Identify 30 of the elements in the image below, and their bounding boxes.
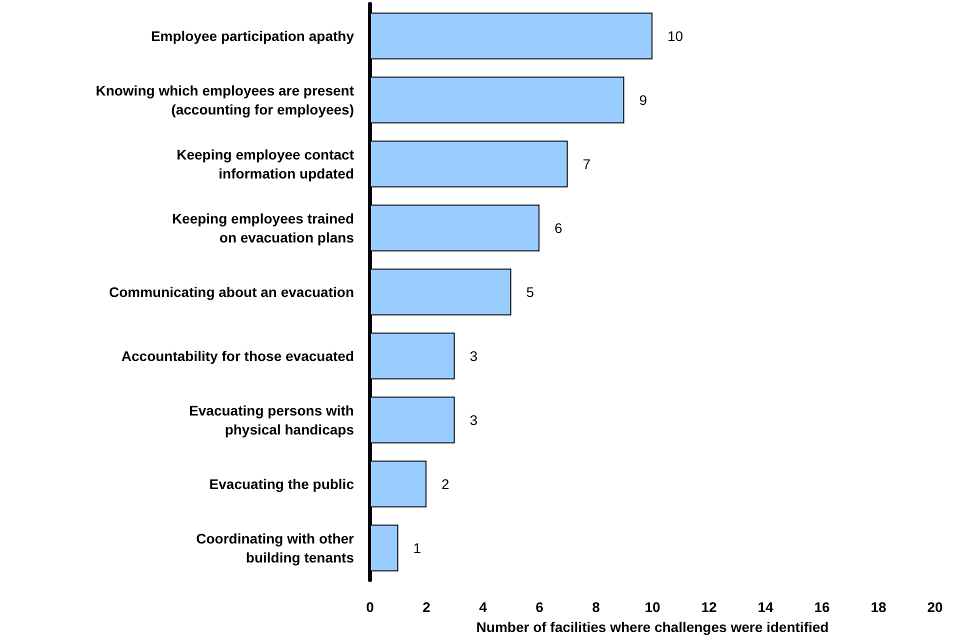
x-tick-label: 18 (870, 599, 886, 615)
data-label: 2 (442, 476, 450, 492)
x-axis-title: Number of facilities where challenges were identified (476, 619, 829, 635)
data-label: 7 (582, 156, 591, 172)
data-label: 5 (526, 284, 534, 300)
x-tick-label: 2 (422, 599, 431, 615)
y-tick-label: Accountability for those evacuated (121, 348, 354, 364)
y-tick-label: Keeping employees trained on evacuation plans (172, 210, 354, 246)
y-tick-label: Keeping employee contact information updated (176, 146, 354, 182)
y-tick-label: Coordinating with other building tenants (196, 530, 355, 566)
x-tick-label: 10 (644, 599, 660, 615)
x-tick-label: 8 (592, 599, 600, 615)
x-tick-label: 4 (479, 599, 488, 615)
y-tick-label: Employee participation apathy (150, 28, 354, 44)
data-label: 9 (639, 92, 648, 108)
x-tick-label: 0 (366, 599, 374, 615)
y-tick-label: Knowing which employees are present (accounting for employees) (96, 82, 354, 118)
data-label: 1 (413, 540, 422, 556)
data-label: 3 (470, 348, 478, 364)
data-label: 6 (554, 220, 562, 236)
y-tick-label: Evacuating persons with physical handicaps (189, 402, 354, 438)
x-tick-label: 6 (536, 599, 544, 615)
y-tick-label: Communicating about an evacuation (108, 284, 354, 300)
x-tick-label: 12 (701, 599, 717, 615)
y-tick-label: Evacuating the public (209, 476, 354, 492)
x-tick-label: 16 (814, 599, 830, 615)
data-label: 10 (668, 28, 684, 44)
x-tick-label: 20 (927, 599, 943, 615)
x-tick-label: 14 (758, 599, 774, 615)
data-label: 3 (470, 412, 478, 428)
